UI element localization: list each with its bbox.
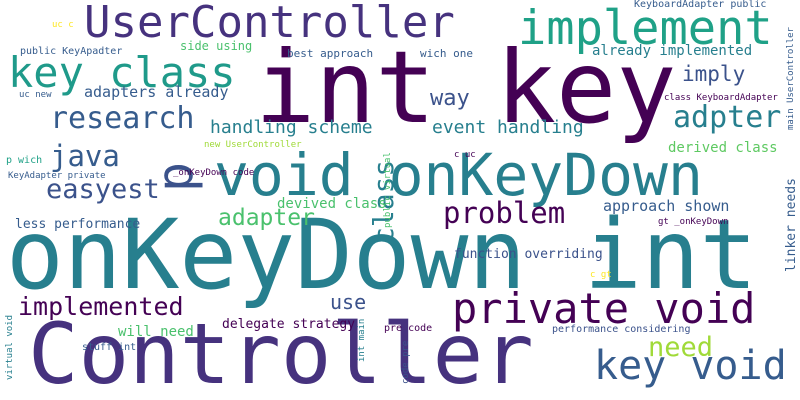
word: derived class: [668, 140, 778, 156]
word: virtual void: [5, 314, 15, 380]
word: KeyboardAdapter public: [634, 0, 767, 10]
word: handling scheme: [210, 117, 373, 138]
word: public KeyApadter: [20, 46, 123, 57]
word: delegate strategy: [222, 317, 356, 332]
word: research: [50, 101, 195, 136]
word: public virtual: [383, 152, 393, 228]
word: private void: [452, 284, 756, 333]
word: approach shown: [603, 197, 730, 215]
word: adapter: [218, 205, 315, 231]
word: key void: [594, 343, 787, 389]
word: p wich: [6, 155, 43, 166]
word: class KeyboardAdapter: [664, 93, 778, 103]
word: main UserController: [786, 27, 796, 130]
word: pre code: [384, 323, 433, 334]
word: gt _onKeyDown: [658, 217, 729, 227]
word: implement: [518, 1, 773, 56]
word: UserController: [84, 0, 455, 48]
word: int main: [357, 318, 367, 362]
word: function overriding: [454, 247, 603, 262]
word: c gt: [590, 270, 612, 280]
word: int key: [255, 29, 677, 146]
word: wich one: [420, 47, 473, 60]
word: Controller: [28, 305, 534, 400]
word: will need: [118, 324, 194, 340]
word: easyest: [46, 174, 160, 205]
word: way: [430, 86, 470, 111]
word: already implemented: [592, 43, 753, 59]
word: _onKeyDown code: [173, 168, 255, 178]
word: code pre: [401, 340, 411, 384]
word: adapters already: [84, 83, 229, 101]
word: best approach: [287, 47, 374, 60]
word: linker needs: [784, 178, 799, 272]
word: java: [50, 139, 120, 173]
word: KeyAdapter private: [8, 171, 106, 181]
word: devived class: [277, 196, 387, 212]
word: stuff int: [82, 342, 137, 353]
word: adpter: [673, 100, 782, 135]
word: imply: [682, 62, 746, 86]
word: performance considering: [552, 324, 691, 335]
word: use: [330, 290, 367, 314]
word: side using: [180, 39, 253, 53]
word: need: [648, 332, 714, 363]
word: implemented: [18, 292, 184, 321]
word: void onKeyDown: [214, 141, 703, 209]
word: uc new: [19, 90, 52, 100]
word: uc c: [52, 20, 74, 30]
word: c uc: [454, 150, 476, 160]
word: new UserController: [204, 140, 302, 150]
word: problem: [443, 196, 566, 230]
word: event handling: [432, 117, 584, 138]
word: key class: [8, 48, 236, 97]
word: onKeyDown int: [6, 199, 758, 311]
word: less performance: [15, 217, 141, 232]
